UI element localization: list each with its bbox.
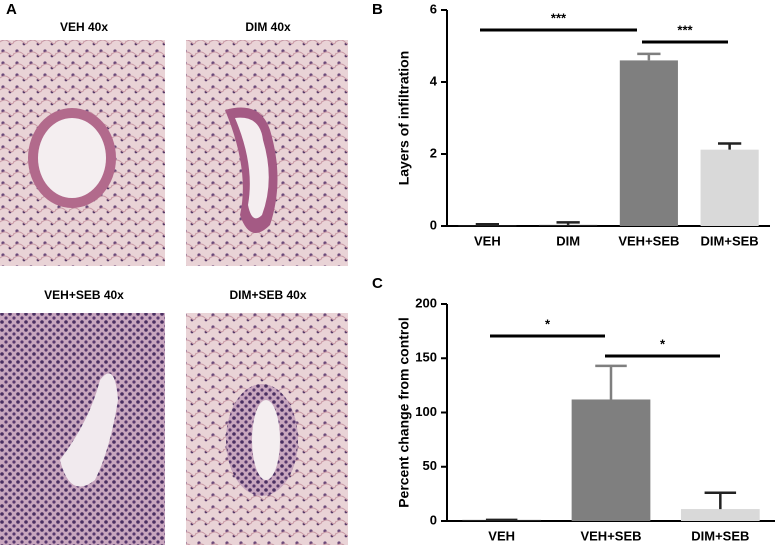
x-tick-label: VEH xyxy=(488,528,515,543)
y-tick-label: 0 xyxy=(430,217,437,232)
error-bar xyxy=(637,52,661,61)
x-tick-label: VEH+SEB xyxy=(618,233,679,248)
error-bar xyxy=(556,221,580,225)
y-tick-label: 150 xyxy=(415,350,437,365)
error-bar xyxy=(475,222,500,226)
bar xyxy=(539,224,598,226)
error-bar xyxy=(717,142,742,150)
y-tick-label: 0 xyxy=(430,512,437,527)
y-tick-label: 6 xyxy=(430,1,437,16)
x-tick-label: DIM xyxy=(556,233,580,248)
image-label: DIM+SEB 40x xyxy=(229,288,306,302)
error-bar xyxy=(595,364,627,400)
image-label: VEH+SEB 40x xyxy=(44,288,124,302)
bar xyxy=(619,60,678,227)
panel-label: C xyxy=(372,275,383,292)
y-axis-label: Layers of infiltration xyxy=(396,51,412,186)
y-axis-label: Percent change from control xyxy=(396,317,412,508)
bar xyxy=(571,399,651,521)
x-tick-label: VEH xyxy=(474,233,501,248)
y-tick-label: 200 xyxy=(415,295,437,310)
panel-label: A xyxy=(6,1,17,18)
x-tick-label: VEH+SEB xyxy=(580,528,641,543)
significance-label: * xyxy=(545,316,551,331)
bar xyxy=(700,149,759,226)
significance-label: * xyxy=(660,336,666,351)
image-label: VEH 40x xyxy=(60,20,108,34)
x-tick-label: DIM+SEB xyxy=(691,528,749,543)
y-tick-label: 100 xyxy=(415,404,437,419)
error-bar xyxy=(704,491,737,510)
image-label: DIM 40x xyxy=(245,20,291,34)
bar xyxy=(680,509,760,521)
y-tick-label: 4 xyxy=(430,73,438,88)
micrograph xyxy=(0,313,165,545)
micrograph xyxy=(0,40,165,266)
y-tick-label: 2 xyxy=(430,145,437,160)
x-tick-label: DIM+SEB xyxy=(701,233,759,248)
bar xyxy=(458,225,517,227)
panel-label: B xyxy=(372,1,383,18)
micrograph xyxy=(186,313,348,545)
micrograph xyxy=(186,40,348,266)
y-tick-label: 50 xyxy=(423,458,437,473)
significance-label: *** xyxy=(551,10,567,25)
significance-label: *** xyxy=(677,22,693,37)
